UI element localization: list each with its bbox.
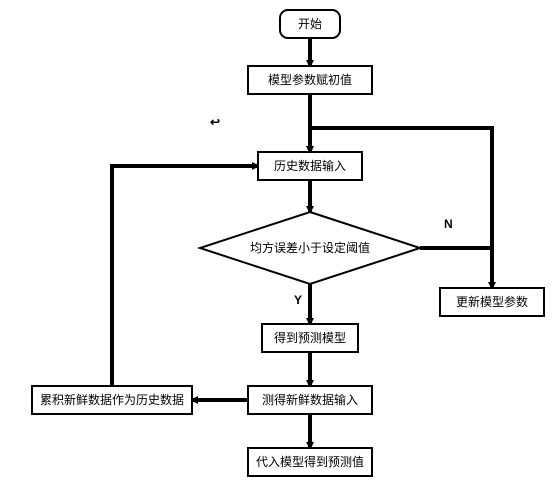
edge-decision-update — [420, 248, 492, 288]
node-predict-label: 代入模型得到预测值 — [256, 454, 364, 469]
node-got_model-label: 得到预测模型 — [274, 330, 346, 345]
node-history-label: 历史数据输入 — [274, 158, 346, 173]
node-decision-label: 均方误差小于设定阈值 — [250, 240, 370, 255]
label-no_label: N — [444, 217, 453, 231]
edge-accumulate-history_left — [112, 166, 258, 386]
node-start-label: 开始 — [298, 17, 322, 31]
node-accumulate-label: 累积新鲜数据作为历史数据 — [40, 392, 184, 407]
label-loop_marker: ↩ — [210, 115, 220, 129]
label-yes_label: Y — [294, 293, 302, 307]
node-fresh_input-label: 测得新鲜数据输入 — [262, 392, 358, 407]
node-init-label: 模型参数赋初值 — [268, 72, 352, 87]
node-update-label: 更新模型参数 — [456, 294, 528, 309]
